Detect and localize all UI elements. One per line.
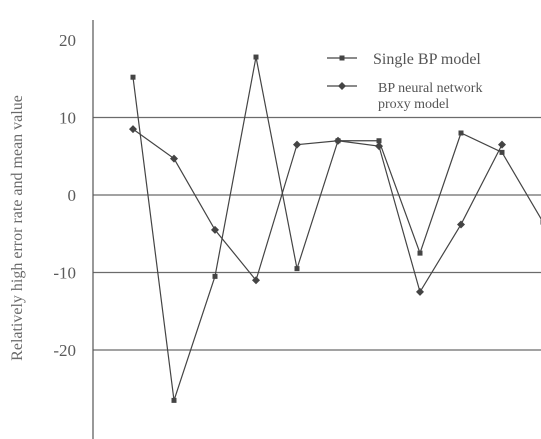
y-tick-label: -10: [53, 264, 76, 283]
grid-lines: [93, 116, 541, 351]
data-point: [293, 140, 301, 149]
data-point: [170, 154, 178, 163]
series-2: [129, 125, 506, 296]
legend-marker-square: [339, 55, 345, 61]
series-line: [132, 56, 541, 401]
legend: Single BP model BP neural network proxy mo…: [327, 51, 482, 112]
data-point: [498, 140, 506, 149]
data-point: [417, 250, 423, 256]
legend-marker-diamond: [338, 82, 346, 90]
legend-label: BP neural network proxy model: [378, 81, 482, 112]
data-point: [458, 130, 464, 136]
legend-entry-single-bp: Single BP model: [327, 51, 481, 68]
series-line: [132, 128, 503, 294]
y-tick-label: 10: [59, 109, 76, 128]
y-tick-labels: 20 10 0 -10 -20: [53, 31, 76, 360]
data-point: [416, 287, 424, 296]
legend-entry-bp-proxy: BP neural network proxy model: [327, 81, 482, 112]
data-point: [212, 273, 218, 279]
data-point: [375, 142, 383, 151]
series-layer: [129, 54, 541, 403]
data-point: [294, 266, 300, 272]
data-point: [334, 136, 342, 145]
data-point: [457, 220, 465, 229]
data-point: [130, 74, 136, 80]
legend-label: Single BP model: [373, 51, 481, 68]
data-point: [253, 54, 259, 60]
y-tick-label: 0: [68, 186, 77, 205]
legend-label-line: BP neural network: [378, 81, 482, 96]
y-tick-label: -20: [53, 341, 76, 360]
data-point: [129, 125, 137, 134]
y-tick-label: 20: [59, 31, 76, 50]
data-point: [499, 149, 505, 155]
y-axis-label: Relatively high error rate and mean valu…: [9, 95, 26, 361]
data-point: [211, 225, 219, 234]
data-point: [252, 276, 260, 285]
data-point: [376, 138, 382, 144]
data-point: [171, 397, 177, 403]
legend-label-line: proxy model: [378, 97, 449, 112]
